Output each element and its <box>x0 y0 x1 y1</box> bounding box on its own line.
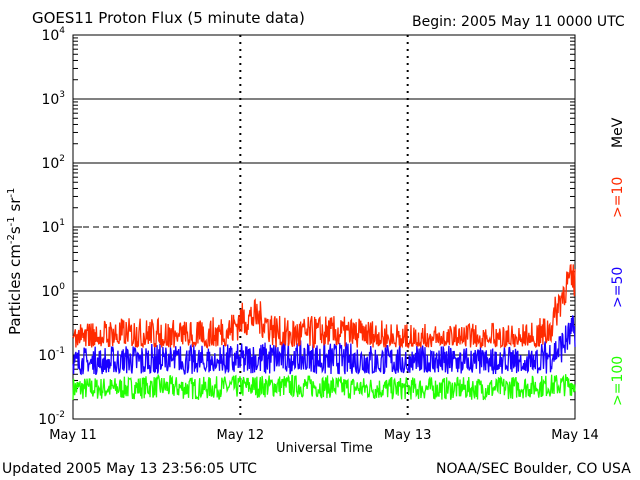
begin-time: Begin: 2005 May 11 0000 UTC <box>412 14 625 30</box>
y-tick-label: 101 <box>41 218 65 236</box>
chart-title: GOES11 Proton Flux (5 minute data) <box>32 9 305 27</box>
x-tick-label: May 12 <box>217 428 265 443</box>
updated-time: Updated 2005 May 13 23:56:05 UTC <box>2 461 257 477</box>
y-tick-label: 100 <box>41 282 65 300</box>
legend-ge100: >=100 <box>610 355 626 406</box>
legend-ge50: >=50 <box>610 266 626 308</box>
legend-unit-label: MeV <box>610 117 626 148</box>
series-line-ge10 <box>72 263 576 350</box>
source-credit: NOAA/SEC Boulder, CO USA <box>436 461 631 477</box>
y-tick-label: 10-1 <box>38 346 65 364</box>
y-tick-label: 102 <box>41 154 65 172</box>
x-axis-label: Universal Time <box>276 441 373 456</box>
x-tick-label: May 11 <box>49 428 97 443</box>
x-tick-label: May 14 <box>551 428 599 443</box>
series-line-ge100 <box>72 373 576 401</box>
x-tick-label: May 13 <box>384 428 432 443</box>
y-tick-label: 104 <box>41 26 65 44</box>
y-tick-label: 103 <box>41 90 65 108</box>
legend-ge10: >=10 <box>610 176 626 218</box>
y-tick-label: 10-2 <box>38 410 65 428</box>
y-axis-label: Particles cm-2s-1 sr-1 <box>6 187 24 335</box>
